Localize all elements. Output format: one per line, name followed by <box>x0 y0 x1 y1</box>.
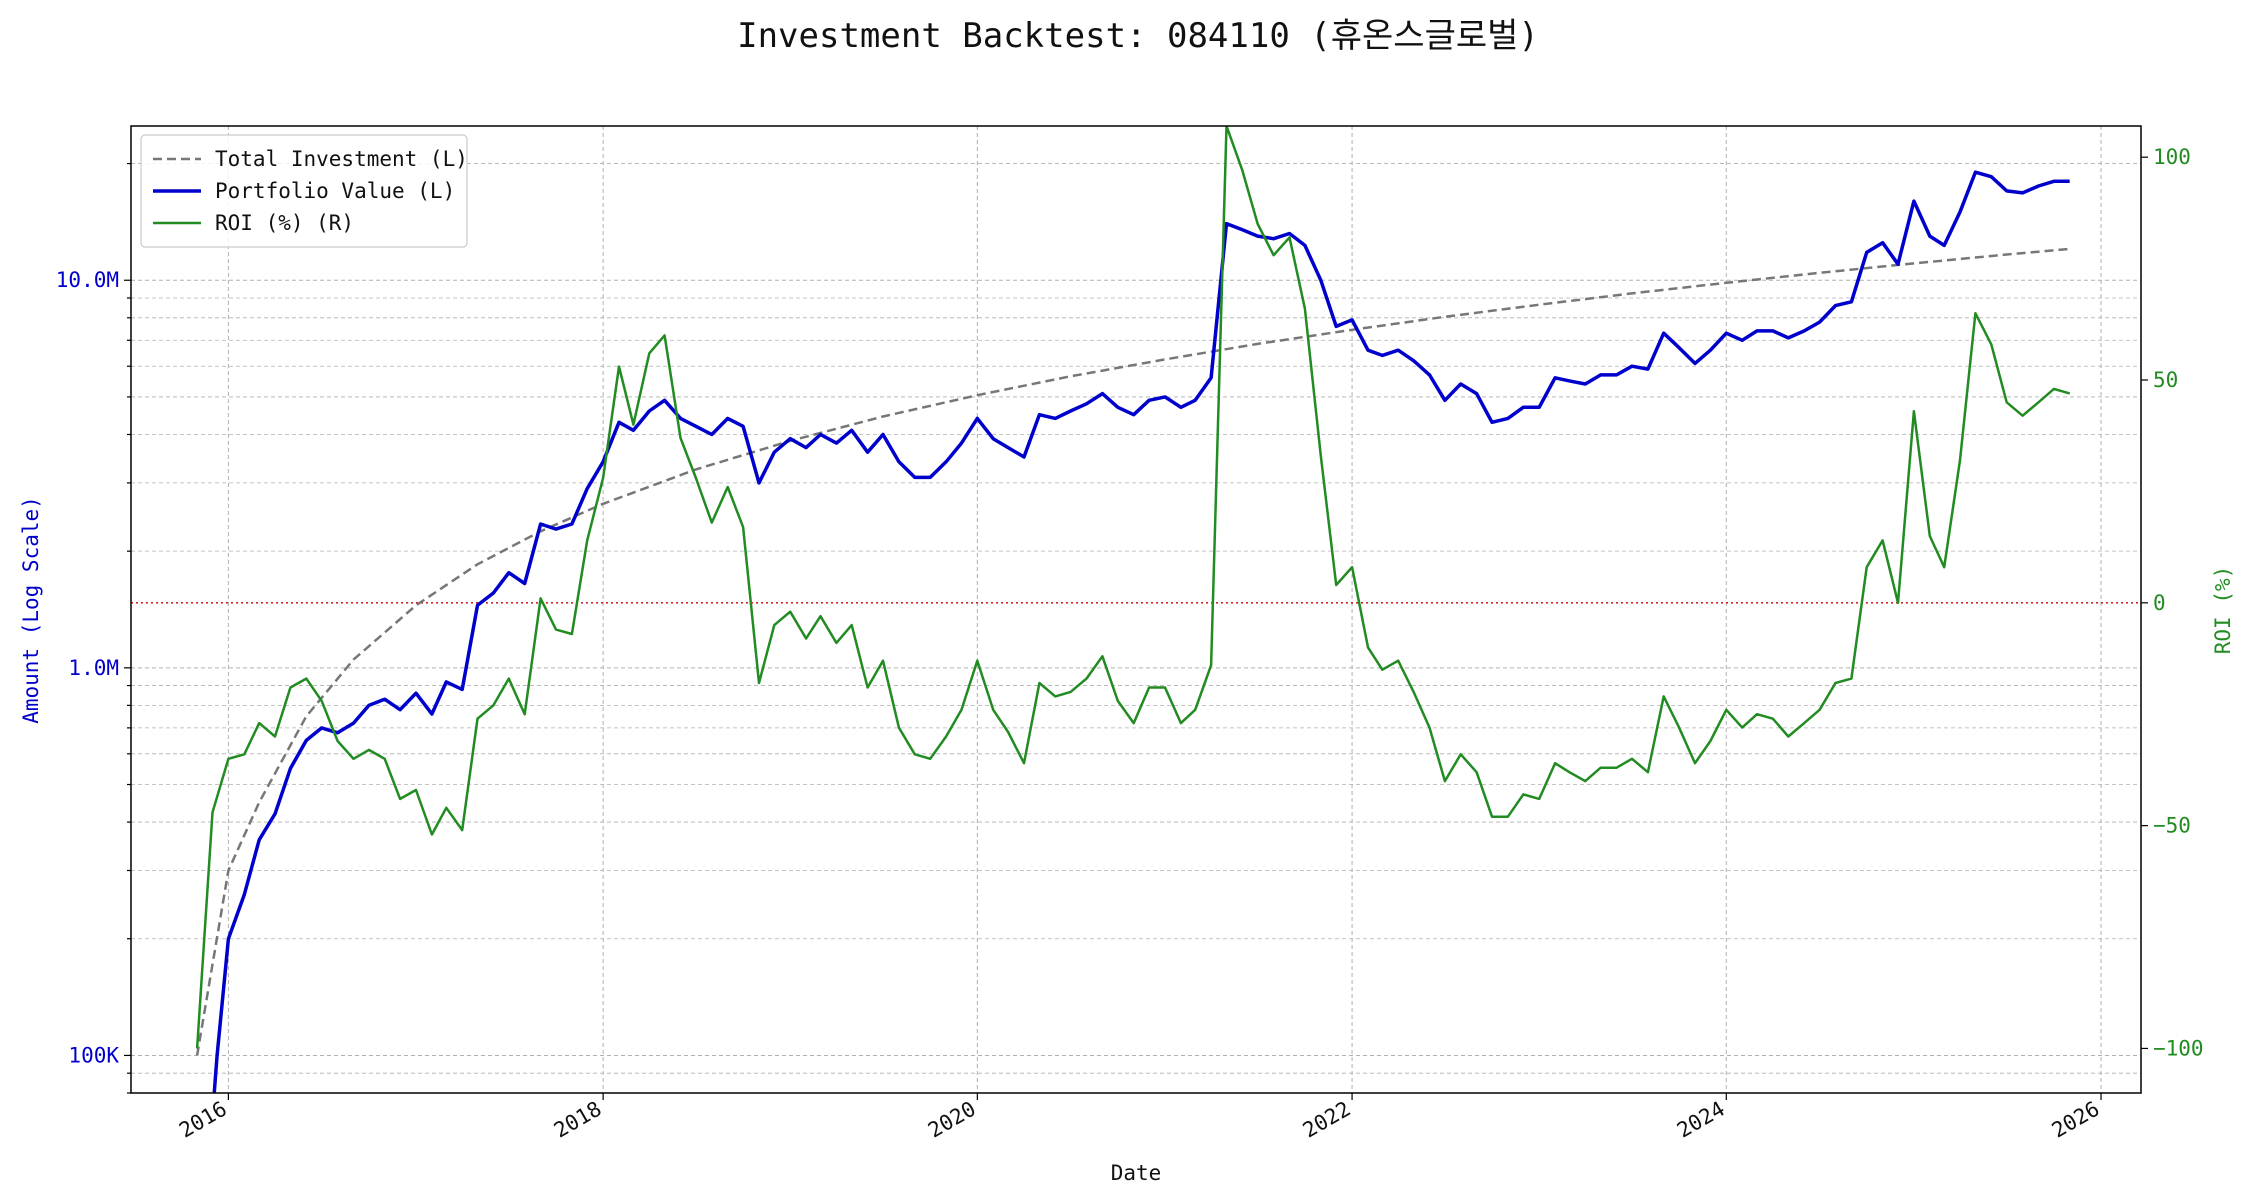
right-tick-label: −50 <box>2153 814 2191 838</box>
chart-title: Investment Backtest: 084110 (휴온스글로벌) <box>737 16 1539 56</box>
right-tick-label: 100 <box>2153 145 2191 169</box>
series-layer <box>195 126 2071 1093</box>
roi-line <box>195 126 2071 1049</box>
x-tick-label: 2022 <box>1299 1097 1355 1143</box>
portfolio-value-line <box>212 170 2070 1093</box>
total-investment-line <box>195 247 2070 1056</box>
left-axis-label: Amount (Log Scale) <box>19 496 43 724</box>
right-tick-label: 0 <box>2153 591 2166 615</box>
left-tick-label: 100K <box>68 1043 119 1067</box>
right-axis-ticks: −100 −50 0 50 100 <box>2141 145 2204 1060</box>
left-tick-label: 10.0M <box>56 268 119 292</box>
plot-frame <box>130 125 2142 1094</box>
legend-item-roi: ROI (%) (R) <box>215 211 354 235</box>
left-axis-ticks: 100K 1.0M 10.0M <box>56 162 131 1094</box>
legend: Total Investment (L) Portfolio Value (L) R… <box>140 134 468 248</box>
legend-box <box>140 134 468 248</box>
x-axis-ticks: 2016 2018 2020 2022 2024 2026 <box>175 1093 2104 1143</box>
x-tick-label: 2020 <box>924 1097 980 1143</box>
left-tick-label: 1.0M <box>68 656 119 680</box>
right-tick-label: −100 <box>2153 1036 2204 1060</box>
x-tick-label: 2018 <box>550 1097 606 1143</box>
x-tick-label: 2026 <box>2048 1097 2104 1143</box>
x-tick-label: 2016 <box>175 1097 231 1143</box>
grid-layer <box>131 126 2141 1094</box>
right-tick-label: 50 <box>2153 368 2178 392</box>
legend-item-total-investment: Total Investment (L) <box>215 147 468 171</box>
legend-item-portfolio-value: Portfolio Value (L) <box>215 179 455 203</box>
x-tick-label: 2024 <box>1673 1097 1729 1143</box>
x-axis-label: Date <box>1111 1161 1162 1185</box>
right-axis-label: ROI (%) <box>2211 566 2235 655</box>
